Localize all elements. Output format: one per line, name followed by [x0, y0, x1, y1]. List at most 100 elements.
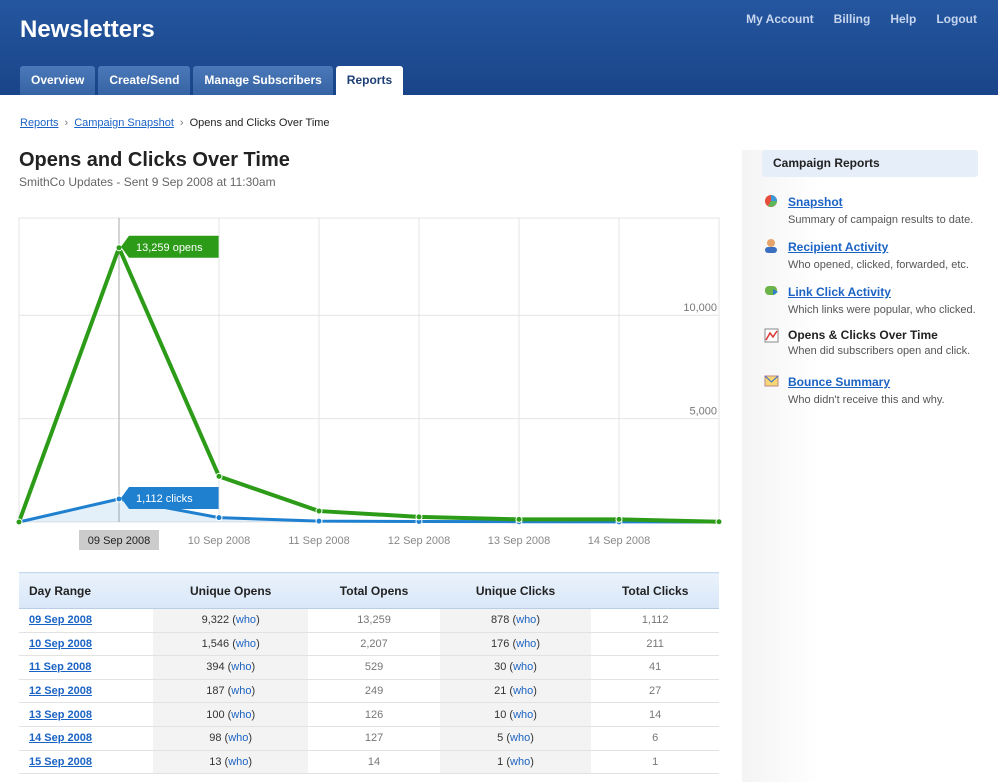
cell-value: 249 [364, 685, 384, 698]
table-cell: 13 Sep 2008 [19, 702, 153, 727]
tooltip [121, 235, 219, 258]
who-link[interactable]: who [506, 709, 537, 721]
table-cell: 878who [439, 608, 592, 633]
table-cell: 09 Sep 2008 [19, 608, 153, 633]
cell-value: 394 [206, 661, 225, 674]
breadcrumb-item[interactable]: Campaign Snapshot [74, 117, 174, 129]
breadcrumb-item[interactable]: Reports [20, 117, 59, 129]
table-cell: 1,546who [153, 632, 309, 657]
report-description: When did subscribers open and click. [788, 345, 971, 357]
who-link[interactable]: who [229, 614, 260, 626]
cell-value: 100 [206, 708, 225, 721]
area [19, 499, 719, 522]
table-cell: 6 [591, 726, 719, 751]
chart: 5,000 10,000 09 Sep 2008 10 Sep 2008 11 Sep … [15, 217, 723, 550]
who-link[interactable]: who [222, 756, 253, 768]
account-link[interactable]: Help [890, 12, 917, 26]
cell-value: 1,546 [201, 637, 230, 650]
table-row: 15 Sep 200813who141who1 [19, 750, 719, 775]
who-link[interactable]: who [225, 709, 256, 721]
cell-value: 1 [497, 755, 504, 768]
who-link[interactable]: who [225, 685, 256, 697]
report-label[interactable]: Bounce Summary [788, 375, 891, 389]
account-link[interactable]: Billing [833, 12, 871, 26]
report-icon [764, 328, 779, 343]
who-link[interactable]: who [503, 732, 534, 744]
column-header: Total Opens [308, 572, 440, 609]
x-label-highlight [79, 530, 159, 550]
cell-value: 5 [497, 732, 504, 745]
header: Newsletters My Account Billing Help Logout … [0, 0, 998, 95]
table-cell: 10who [439, 702, 592, 727]
who-link[interactable]: who [222, 732, 253, 744]
date-link[interactable]: 11 Sep 2008 [29, 661, 92, 674]
who-link[interactable]: who [229, 638, 260, 650]
who-link[interactable]: who [509, 638, 540, 650]
breadcrumb: Reports Campaign Snapshot Opens and Clicks… [20, 117, 330, 129]
table-cell: 176who [439, 632, 592, 657]
point [115, 244, 123, 252]
data-label: 1,112 clicks [136, 493, 193, 505]
cell-value: 211 [646, 637, 664, 650]
tab[interactable]: Overview [20, 66, 96, 95]
date-link[interactable]: 14 Sep 2008 [29, 732, 92, 745]
report-icon [764, 375, 779, 387]
table-cell: 9,322who [153, 608, 309, 633]
account-link[interactable]: Logout [936, 12, 977, 26]
report-label[interactable]: Link Click Activity [788, 285, 891, 299]
table-row: 13 Sep 2008100who12610who14 [19, 702, 719, 727]
cell-value: 41 [649, 661, 662, 674]
table-cell: 14 [308, 750, 440, 775]
report-label[interactable]: Snapshot [788, 195, 843, 209]
tab[interactable]: Reports [335, 66, 404, 95]
x-tick-label: 09 Sep 2008 [88, 535, 150, 547]
table-cell: 249 [308, 679, 440, 704]
table-cell: 211 [591, 632, 719, 657]
cell-value: 2,207 [360, 637, 388, 650]
breadcrumb-separator [65, 117, 69, 129]
date-link[interactable]: 09 Sep 2008 [29, 614, 92, 627]
account-link[interactable]: My Account [746, 12, 814, 26]
table-cell: 11 Sep 2008 [19, 655, 153, 680]
date-link[interactable]: 15 Sep 2008 [29, 755, 92, 768]
cell-value: 187 [206, 685, 225, 698]
date-link[interactable]: 12 Sep 2008 [29, 685, 92, 698]
cell-value: 21 [494, 685, 507, 698]
who-link[interactable]: who [225, 661, 256, 673]
table-cell: 30who [439, 655, 592, 680]
point [515, 515, 523, 523]
tabs: Overview Create/Send Manage Subscribers Rep… [20, 66, 406, 95]
y-tick-label: 5,000 [689, 406, 717, 418]
cell-value: 1,112 [641, 614, 669, 627]
date-link[interactable]: 10 Sep 2008 [29, 637, 92, 650]
table-cell: 100who [153, 702, 309, 727]
plot-frame [18, 217, 720, 523]
cell-value: 878 [491, 614, 510, 627]
date-link[interactable]: 13 Sep 2008 [29, 708, 92, 721]
table-cell: 5who [439, 726, 592, 751]
cell-value: 27 [649, 685, 662, 698]
table-cell: 98who [153, 726, 309, 751]
report-item: Opens & Clicks Over Time When did subscri… [762, 328, 978, 357]
point [715, 518, 723, 526]
x-tick-label: 12 Sep 2008 [388, 535, 450, 547]
table-cell: 14 Sep 2008 [19, 726, 153, 751]
cell-value: 176 [491, 637, 510, 650]
tab[interactable]: Create/Send [98, 66, 191, 95]
who-link[interactable]: who [503, 756, 534, 768]
who-link[interactable]: who [506, 661, 537, 673]
cell-value: 98 [209, 732, 222, 745]
who-link[interactable]: who [509, 614, 540, 626]
who-link[interactable]: who [506, 685, 537, 697]
point [315, 507, 323, 515]
column-header: Unique Clicks [439, 572, 592, 609]
x-tick-label: 14 Sep 2008 [588, 535, 650, 547]
tab[interactable]: Manage Subscribers [193, 66, 333, 95]
report-label[interactable]: Recipient Activity [788, 240, 889, 254]
report-item: Recipient Activity Who opened, clicked, f… [762, 238, 978, 271]
series-line [17, 245, 720, 524]
report-description: Summary of campaign results to date. [788, 214, 974, 226]
